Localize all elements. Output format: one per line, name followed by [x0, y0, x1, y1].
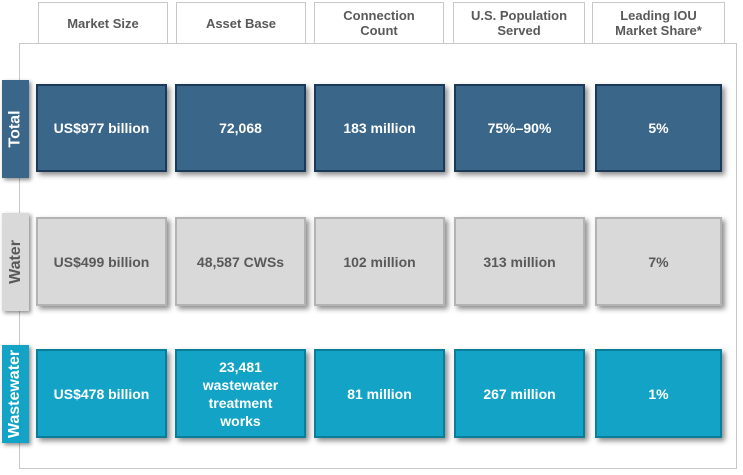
- header-iou-market-share: Leading IOU Market Share*: [592, 2, 725, 44]
- cell-total-market-size: US$977 billion: [36, 84, 167, 172]
- cell-total-asset-base: 72,068: [175, 84, 306, 172]
- cell-total-iou-market-share: 5%: [595, 84, 722, 172]
- cell-wastewater-asset-base: 23,481 wastewater treatment works: [175, 349, 306, 438]
- row-label-total-text: Total: [6, 110, 24, 148]
- header-population-served: U.S. Population Served: [453, 2, 585, 44]
- header-asset-base: Asset Base: [176, 2, 306, 44]
- cell-wastewater-iou-market-share: 1%: [595, 349, 722, 438]
- cell-wastewater-connection-count: 81 million: [314, 349, 445, 438]
- header-market-size: Market Size: [38, 2, 168, 44]
- cell-wastewater-population-served: 267 million: [454, 349, 585, 438]
- row-label-total: Total: [2, 80, 29, 178]
- cell-water-asset-base: 48,587 CWSs: [175, 217, 306, 306]
- cell-water-connection-count: 102 million: [314, 217, 445, 306]
- cell-water-market-size: US$499 billion: [36, 217, 167, 306]
- row-label-wastewater: Wastewater: [2, 345, 29, 443]
- cell-water-iou-market-share: 7%: [595, 217, 722, 306]
- row-label-water-text: Water: [6, 240, 24, 284]
- row-label-water: Water: [2, 213, 29, 311]
- header-connection-count: Connection Count: [314, 2, 444, 44]
- cell-water-population-served: 313 million: [454, 217, 585, 306]
- row-label-wastewater-text: Wastewater: [6, 349, 24, 439]
- cell-total-connection-count: 183 million: [314, 84, 445, 172]
- cell-total-population-served: 75%–90%: [454, 84, 585, 172]
- cell-wastewater-market-size: US$478 billion: [36, 349, 167, 438]
